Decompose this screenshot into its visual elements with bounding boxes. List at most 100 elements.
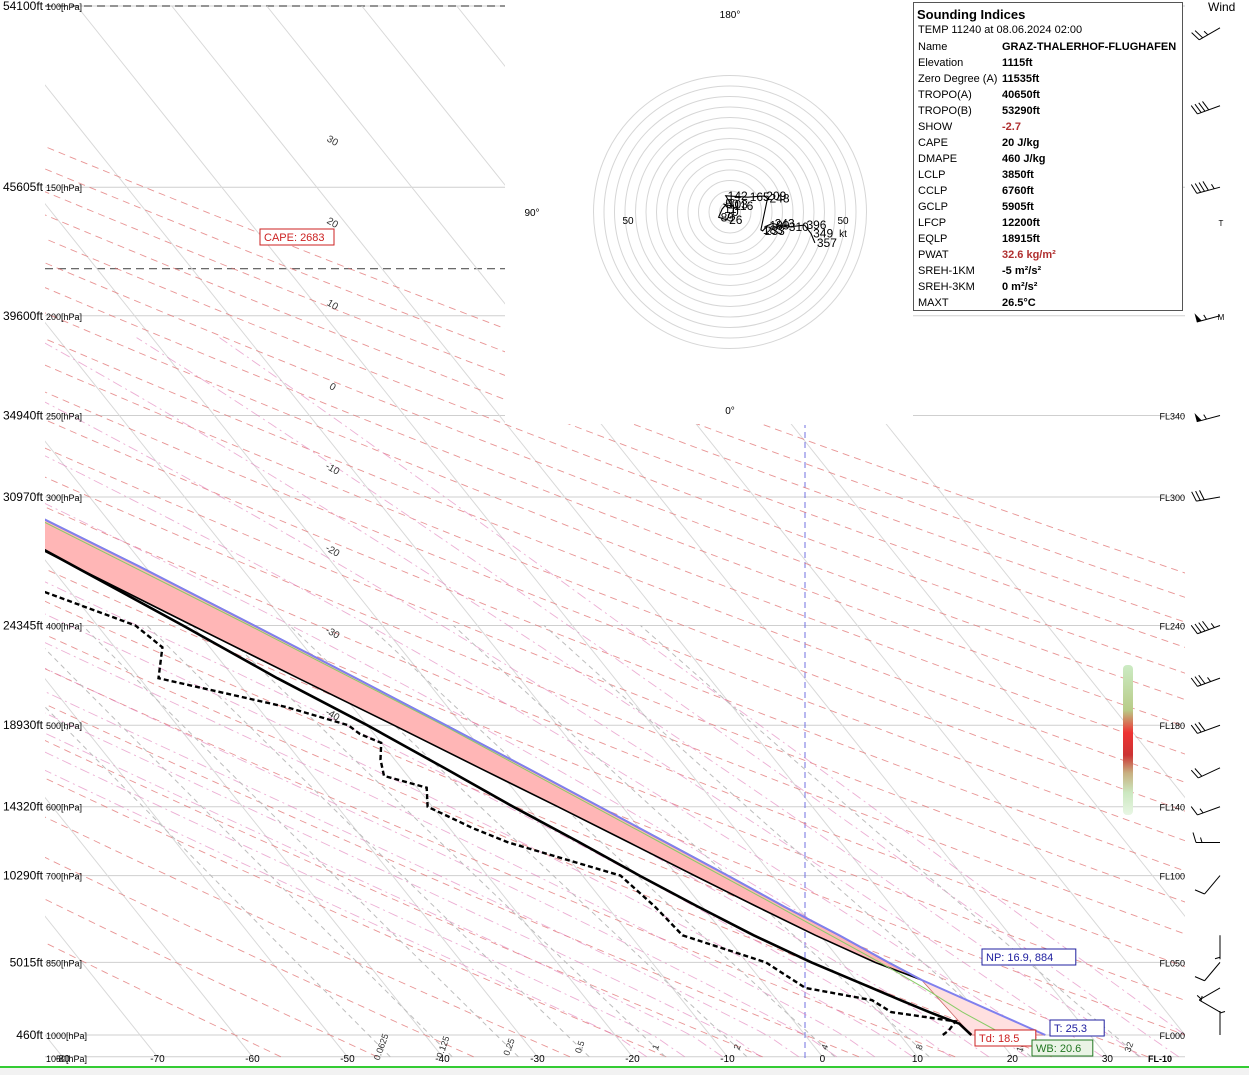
mixing-ratio-label: 2 [732, 1043, 743, 1051]
wind-barb-half [1219, 1011, 1226, 1014]
isotherm-label: 20 [325, 216, 341, 231]
mixing-ratio-line [543, 625, 1032, 1058]
flight-level-label: FL240 [1159, 622, 1185, 632]
indices-row: MAXT 26.5°C [914, 295, 1182, 311]
hodo-ring [719, 201, 741, 223]
mixing-ratio-label: 1 [650, 1043, 661, 1051]
wind-barb [1190, 722, 1221, 734]
indices-title: Sounding Indices [917, 7, 1026, 22]
indices-row: GCLP 5905ft [914, 199, 1182, 215]
mixing-ratio-line [453, 625, 930, 1058]
indices-row: TROPO(B) 53290ft [914, 103, 1182, 119]
indices-row: CCLP 6760ft [914, 183, 1182, 199]
pressure-label: 1050[hPa] [46, 1054, 87, 1064]
td-label-text: Td: 18.5 [979, 1033, 1019, 1045]
temperature-tick-label: 30 [1102, 1054, 1114, 1065]
wind-barb-full [1194, 623, 1202, 633]
hodo-ring [593, 75, 867, 349]
hodo-speed-label: 50 [837, 216, 849, 227]
wind-barb [1194, 313, 1221, 323]
indices-value: 1115ft [1002, 57, 1033, 69]
dry-adiabat [45, 191, 1185, 623]
isotherm-line [45, 677, 348, 1058]
dry-adiabat [45, 238, 1185, 674]
temperature-tick-label: -50 [340, 1054, 355, 1065]
hodo-ring [656, 138, 804, 286]
indices-value: -5 m²/s² [1002, 265, 1042, 277]
altitude-label: 34940ft [3, 408, 44, 422]
wind-barb [1190, 181, 1221, 194]
dry-adiabat [45, 668, 956, 1058]
hodo-ring [687, 169, 773, 255]
temperature-tick-label: 10 [912, 1054, 924, 1065]
moist-adiabat [45, 769, 647, 1058]
hodo-point-label: 50 [725, 197, 739, 211]
dewpoint-line [45, 590, 958, 1036]
mixing-ratio-label: 0.5 [573, 1039, 587, 1054]
hodo-ring [645, 127, 815, 297]
dry-adiabat [45, 287, 1185, 727]
hodo-point-label: 248 [769, 191, 789, 205]
dry-adiabat [45, 898, 378, 1058]
wind-barb-full [1190, 625, 1198, 635]
hodo-ring [708, 190, 752, 234]
wind-barb-staff [1198, 987, 1221, 1001]
wind-barb [1194, 412, 1221, 423]
moist-adiabat [45, 712, 761, 1058]
wind-barb-half [1203, 30, 1209, 36]
dry-adiabat [45, 777, 667, 1058]
temperature-tick-label: -10 [720, 1054, 735, 1065]
indices-row: PWAT 32.6 kg/m² [914, 247, 1182, 263]
mixing-ratio-line [45, 648, 453, 1058]
pressure-label: 850[hPa] [46, 958, 82, 968]
altitude-label: 54100ft [3, 0, 44, 13]
isotherm-label: 0 [327, 381, 338, 394]
indices-row: Elevation 1115ft [914, 55, 1182, 71]
altitude-label: 18930ft [3, 718, 44, 732]
altitude-label: 460ft [16, 1028, 43, 1042]
wetbulb-line [45, 521, 1005, 1036]
indices-value: 53290ft [1002, 105, 1040, 117]
indices-row: TROPO(A) 40650ft [914, 87, 1182, 103]
altitude-label: 45605ft [3, 180, 44, 194]
temperature-tick-label: 20 [1007, 1054, 1019, 1065]
wind-barb-full [1195, 490, 1201, 501]
flight-level-label: FL340 [1159, 411, 1185, 421]
hodo-ring [666, 148, 794, 276]
wind-barb-flag [1194, 412, 1202, 422]
wind-barb-full [1198, 182, 1205, 192]
pressure-label: 600[hPa] [46, 803, 82, 813]
isotherm-label: 10 [325, 298, 341, 313]
indices-key: TROPO(B) [918, 105, 972, 117]
wind-barb-half [1203, 414, 1207, 420]
flight-level-label: FL300 [1159, 493, 1185, 503]
hodo-unit-label: kt [839, 229, 847, 240]
mixing-ratio-line [215, 625, 666, 1058]
wind-barb-full [1194, 889, 1205, 895]
pressure-label: 1000[hPa] [46, 1031, 87, 1041]
wind-barb-half [1210, 623, 1215, 628]
indices-key: SHOW [918, 121, 953, 133]
moist-adiabat [45, 691, 799, 1058]
wind-barb-half [1203, 314, 1207, 320]
moist-adiabat [45, 342, 1141, 1058]
indices-subtitle: TEMP 11240 at 08.06.2024 02:00 [918, 24, 1083, 36]
dry-adiabat [45, 391, 1185, 842]
indices-row: Name GRAZ-THALERHOF-FLUGHAFEN [914, 39, 1182, 55]
wind-barb [1191, 27, 1221, 41]
hodo-ring [698, 180, 762, 244]
hodo-point-label: 357 [817, 236, 837, 250]
indices-key: Name [918, 41, 948, 53]
mixing-ratio-line [640, 625, 1140, 1058]
indices-row: LCLP 3850ft [914, 167, 1182, 183]
shear-gauge [1123, 665, 1133, 815]
hodo-speed-label: 50 [622, 216, 634, 227]
isotherm-line [45, 915, 158, 1058]
wind-barb-full [1198, 674, 1206, 684]
pressure-label: 300[hPa] [46, 493, 82, 503]
wind-barb [1190, 806, 1221, 816]
dry-adiabat [45, 816, 571, 1058]
flight-level-label: FL050 [1159, 958, 1185, 968]
